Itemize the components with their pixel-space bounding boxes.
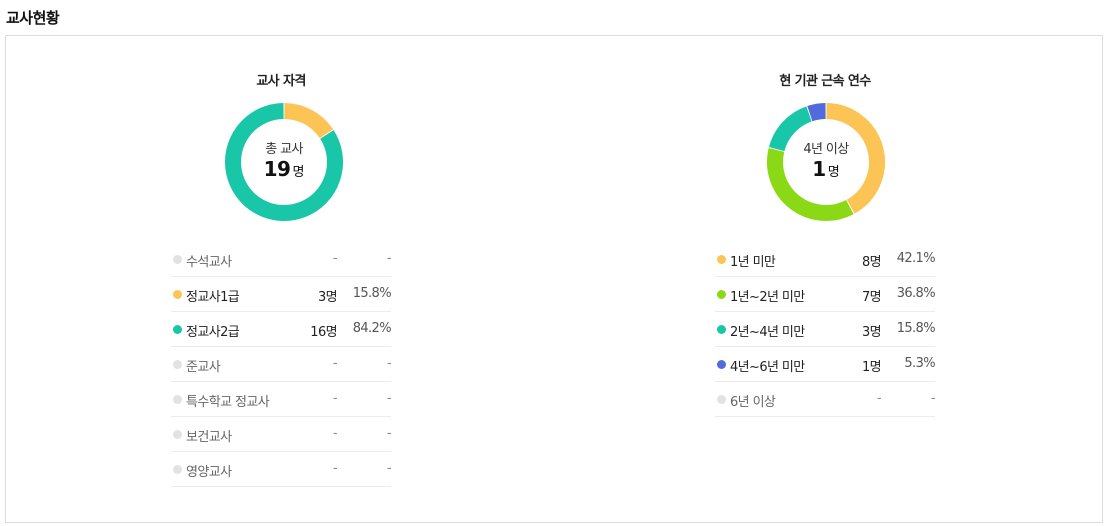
- legend-percent: -: [386, 391, 392, 406]
- legend-label: 특수학교 정교사: [186, 395, 270, 410]
- legend-row: 특수학교 정교사 - -: [171, 382, 392, 417]
- legend-percent: 15.8%: [896, 321, 936, 336]
- legend-dot: [173, 430, 182, 439]
- legend-dot: [173, 255, 182, 264]
- legend-label: 1년~2년 미만: [730, 290, 805, 305]
- donut-center-label: 총 교사: [265, 142, 303, 157]
- legend-percent: -: [386, 251, 392, 266]
- page-title: 교사현황: [6, 9, 60, 27]
- donut-slice-2: [284, 103, 334, 139]
- legend-label: 보건교사: [186, 430, 232, 445]
- legend-dot: [173, 325, 182, 334]
- chart-legend: 1년 미만 8명 42.1% 1년~2년 미만 7명 36.8% 2년~4년 미만 3명 15.…: [715, 242, 936, 417]
- donut-chart: 총 교사 19 명: [222, 100, 346, 224]
- donut-center-value: 19 명: [222, 157, 346, 181]
- teacher-status-panel: 교사 자격 총 교사 19 명 수석교사 - - 정교사1급 3명 15.8% 정교사2급 16…: [5, 35, 1103, 523]
- legend-count: 16명: [310, 325, 337, 340]
- legend-percent: -: [386, 461, 392, 476]
- legend-dot: [173, 290, 182, 299]
- legend-row: 수석교사 - -: [171, 242, 392, 277]
- legend-dot: [173, 395, 182, 404]
- legend-percent: -: [386, 426, 392, 441]
- legend-count: 7명: [861, 290, 882, 305]
- legend-percent: 84.2%: [352, 321, 392, 336]
- legend-row: 정교사1급 3명 15.8%: [171, 277, 392, 312]
- donut-svg: [225, 103, 343, 221]
- legend-row: 영양교사 - -: [171, 452, 392, 487]
- legend-count: 3명: [861, 325, 882, 340]
- legend-dot: [717, 395, 726, 404]
- legend-label: 정교사1급: [186, 290, 240, 305]
- chart-legend: 수석교사 - - 정교사1급 3명 15.8% 정교사2급 16명 84.2% 준교사 - - 특수학교…: [171, 242, 392, 487]
- legend-count: -: [876, 391, 882, 406]
- legend-label: 2년~4년 미만: [730, 325, 805, 340]
- legend-row: 4년~6년 미만 1명 5.3%: [715, 347, 936, 382]
- legend-label: 수석교사: [186, 255, 232, 270]
- donut-slice-3: [225, 103, 343, 221]
- legend-count: 1명: [861, 360, 882, 375]
- legend-label: 4년~6년 미만: [730, 360, 805, 375]
- legend-percent: -: [930, 391, 936, 406]
- legend-count: -: [332, 391, 338, 406]
- legend-dot: [717, 360, 726, 369]
- legend-dot: [717, 255, 726, 264]
- legend-dot: [717, 290, 726, 299]
- legend-row: 준교사 - -: [171, 347, 392, 382]
- legend-row: 보건교사 - -: [171, 417, 392, 452]
- legend-count: -: [332, 426, 338, 441]
- legend-row: 1년~2년 미만 7명 36.8%: [715, 277, 936, 312]
- donut-center-number: 1: [812, 157, 826, 181]
- donut-center-unit: 명: [292, 165, 305, 180]
- legend-count: -: [332, 356, 338, 371]
- legend-dot: [173, 465, 182, 474]
- legend-percent: 5.3%: [904, 356, 935, 371]
- chart-title: 교사 자격: [256, 74, 306, 89]
- legend-percent: 42.1%: [896, 251, 936, 266]
- legend-row: 6년 이상 - -: [715, 382, 936, 417]
- legend-count: 8명: [861, 255, 882, 270]
- legend-percent: -: [386, 356, 392, 371]
- donut-slice-1: [826, 103, 885, 214]
- legend-label: 정교사2급: [186, 325, 240, 340]
- legend-row: 정교사2급 16명 84.2%: [171, 312, 392, 347]
- donut-center-number: 19: [263, 157, 291, 181]
- legend-row: 1년 미만 8명 42.1%: [715, 242, 936, 277]
- donut-slice-2: [767, 148, 854, 221]
- legend-row: 2년~4년 미만 3명 15.8%: [715, 312, 936, 347]
- donut-svg: [767, 103, 885, 221]
- donut-slice-3: [768, 106, 813, 152]
- legend-count: -: [332, 251, 338, 266]
- legend-label: 준교사: [186, 360, 221, 375]
- legend-count: 3명: [317, 290, 338, 305]
- donut-center-unit: 명: [827, 165, 840, 180]
- legend-label: 1년 미만: [730, 255, 776, 270]
- legend-dot: [717, 325, 726, 334]
- legend-percent: 15.8%: [352, 286, 392, 301]
- donut-center-label: 4년 이상: [803, 142, 849, 157]
- legend-count: -: [332, 461, 338, 476]
- donut-slice-4: [807, 103, 826, 122]
- chart-title: 현 기관 근속 연수: [779, 74, 871, 89]
- legend-label: 6년 이상: [730, 395, 776, 410]
- legend-label: 영양교사: [186, 465, 232, 480]
- legend-percent: 36.8%: [896, 286, 936, 301]
- legend-dot: [173, 360, 182, 369]
